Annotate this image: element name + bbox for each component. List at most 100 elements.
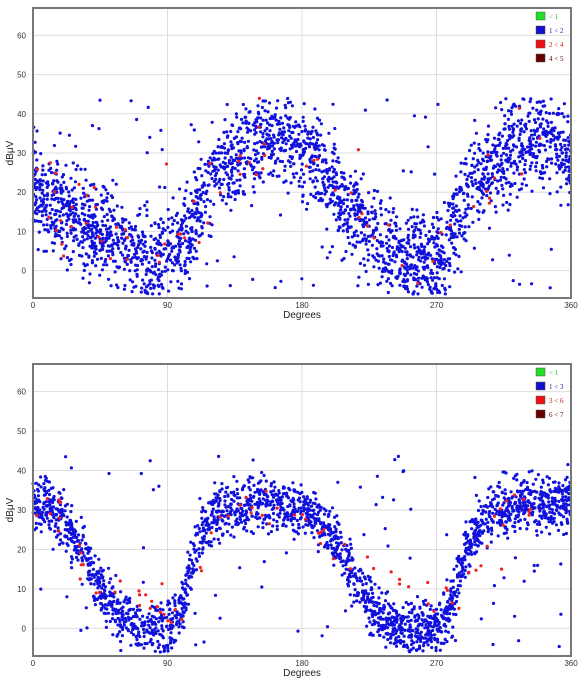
scatter-point xyxy=(243,140,247,144)
scatter-point xyxy=(139,290,143,294)
scatter-point xyxy=(65,595,69,599)
scatter-point xyxy=(99,239,103,243)
scatter-point xyxy=(541,505,546,510)
scatter-point xyxy=(81,186,85,190)
scatter-point xyxy=(301,172,306,176)
scatter-point xyxy=(228,284,232,288)
scatter-point xyxy=(564,154,568,158)
scatter-point xyxy=(442,592,446,596)
scatter-point xyxy=(100,232,104,236)
scatter-point xyxy=(359,205,363,209)
scatter-point xyxy=(429,271,433,275)
scatter-point xyxy=(412,243,416,247)
scatter-point xyxy=(434,646,438,650)
scatter-point xyxy=(101,604,105,608)
scatter-point xyxy=(411,236,415,240)
scatter-point xyxy=(158,632,162,636)
scatter-point xyxy=(300,185,305,189)
scatter-point xyxy=(376,221,380,226)
scatter-point xyxy=(504,153,509,157)
scatter-point xyxy=(40,173,44,177)
scatter-point xyxy=(173,593,177,597)
scatter-point xyxy=(238,511,242,515)
scatter-point xyxy=(245,126,249,130)
scatter-point xyxy=(107,602,111,606)
scatter-point xyxy=(373,609,377,614)
scatter-point xyxy=(97,557,101,561)
scatter-point xyxy=(121,241,125,245)
scatter-point xyxy=(136,245,140,249)
scatter-point xyxy=(442,641,446,646)
scatter-point xyxy=(314,155,318,159)
scatter-point xyxy=(432,287,436,291)
scatter-point xyxy=(315,157,320,161)
scatter-point xyxy=(80,254,84,258)
scatter-point xyxy=(117,223,121,227)
scatter-point xyxy=(250,499,254,503)
scatter-point xyxy=(133,228,137,232)
scatter-point xyxy=(464,520,468,524)
scatter-point xyxy=(61,173,66,177)
scatter-point xyxy=(346,235,350,240)
scatter-point xyxy=(451,211,455,215)
scatter-point xyxy=(530,161,534,165)
scatter-point xyxy=(330,165,334,169)
scatter-point xyxy=(305,515,309,519)
scatter-point xyxy=(240,507,244,511)
scatter-point xyxy=(157,292,161,296)
scatter-point xyxy=(311,142,315,146)
scatter-point xyxy=(388,641,393,645)
scatter-point xyxy=(548,510,552,514)
scatter-point xyxy=(545,165,549,169)
scatter-point xyxy=(414,222,419,226)
scatter-point xyxy=(489,151,493,155)
scatter-point xyxy=(238,496,242,500)
scatter-point xyxy=(223,494,227,499)
scatter-point xyxy=(133,269,137,273)
scatter-point xyxy=(504,97,508,101)
scatter-point xyxy=(180,625,185,629)
scatter-point xyxy=(373,209,377,213)
scatter-point xyxy=(352,593,356,597)
scatter-point xyxy=(440,250,445,254)
scatter-point xyxy=(567,160,571,164)
scatter-point xyxy=(283,168,287,173)
scatter-point xyxy=(530,469,534,473)
scatter-point xyxy=(122,600,126,604)
scatter-point xyxy=(267,172,271,176)
scatter-point xyxy=(173,263,177,267)
scatter-point xyxy=(502,470,506,474)
scatter-point xyxy=(394,228,398,232)
scatter-point xyxy=(538,509,542,513)
scatter-point xyxy=(254,125,258,129)
scatter-point xyxy=(407,238,411,242)
scatter-point xyxy=(334,159,339,163)
scatter-point xyxy=(401,169,405,173)
scatter-point xyxy=(248,493,252,497)
scatter-point xyxy=(210,176,214,181)
scatter-point xyxy=(426,628,431,632)
scatter-point xyxy=(41,164,45,168)
scatter-point xyxy=(297,179,301,183)
scatter-point xyxy=(275,519,279,524)
scatter-point xyxy=(522,177,526,181)
scatter-point xyxy=(65,234,69,239)
scatter-point xyxy=(517,498,521,502)
scatter-point xyxy=(405,253,409,257)
scatter-point xyxy=(99,256,103,260)
scatter-point xyxy=(145,214,149,218)
scatter-point xyxy=(80,538,84,542)
scatter-point xyxy=(175,259,179,263)
scatter-point xyxy=(426,282,430,287)
scatter-point xyxy=(341,184,345,188)
scatter-point xyxy=(509,134,513,138)
scatter-point xyxy=(48,161,52,165)
scatter-point xyxy=(96,223,100,227)
scatter-point xyxy=(149,249,153,253)
scatter-point xyxy=(477,142,481,146)
scatter-point xyxy=(304,164,308,168)
scatter-point xyxy=(416,215,420,219)
scatter-point xyxy=(347,554,351,558)
scatter-point xyxy=(131,628,135,632)
scatter-point xyxy=(119,648,123,653)
